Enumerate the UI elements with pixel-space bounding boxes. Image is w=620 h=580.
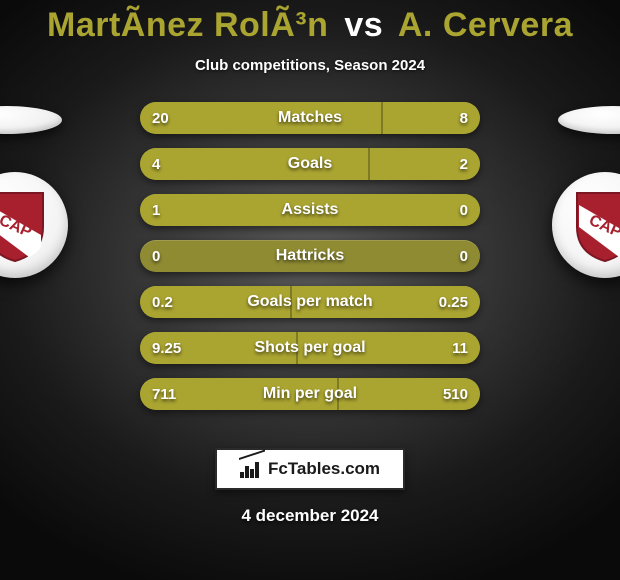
country-badge-right: [558, 106, 620, 134]
stat-row: Matches208: [140, 102, 480, 134]
stat-value-left: 0: [152, 240, 160, 272]
vs-label: vs: [338, 6, 389, 44]
stat-fill-right: [337, 378, 480, 410]
club-shield-icon: CAP: [0, 187, 47, 263]
stat-fill-left: [140, 378, 337, 410]
stat-row: Hattricks0 0: [140, 240, 480, 272]
stat-fill-left: [140, 194, 480, 226]
player1-name: MartÃ­nez RolÃ³n: [47, 6, 328, 44]
stat-divider: [290, 286, 292, 318]
country-badge-left: [0, 106, 62, 134]
stat-divider: [381, 102, 383, 134]
stat-bars: Matches208 Goals42 Assists10 Hattricks0 0 Goa…: [140, 102, 480, 410]
stat-fill-left: [140, 148, 368, 180]
club-shield-icon: CAP: [573, 187, 620, 263]
club-badge-right: CAP: [552, 172, 620, 278]
subtitle: Club competitions, Season 2024: [0, 57, 620, 74]
stat-fill-right: [290, 286, 480, 318]
stat-fill-right: [368, 148, 480, 180]
stat-divider: [296, 332, 298, 364]
stat-fill-right: [296, 332, 480, 364]
stat-fill-right: [381, 102, 480, 134]
brand-chart-icon: [240, 460, 262, 478]
stat-row: Goals per match0.20.25: [140, 286, 480, 318]
stat-label: Hattricks: [140, 240, 480, 272]
content-root: { "title": { "player1": "MartÃ­nez RolÃ³…: [0, 0, 620, 580]
player2-name: A. Cervera: [398, 6, 573, 44]
stat-row: Goals42: [140, 148, 480, 180]
stat-fill-left: [140, 102, 381, 134]
stat-divider: [368, 148, 370, 180]
brand-text: FcTables.com: [268, 459, 380, 479]
brand-badge: FcTables.com: [215, 448, 405, 490]
comparison-arena: CAP CAP Matches208 Goals42 Assists10 Hattri…: [0, 102, 620, 422]
stat-divider: [337, 378, 339, 410]
stat-fill-left: [140, 286, 290, 318]
stat-row: Min per goal711510: [140, 378, 480, 410]
club-badge-left: CAP: [0, 172, 68, 278]
stat-value-right: 0: [460, 240, 468, 272]
date-label: 4 december 2024: [0, 506, 620, 526]
stat-fill-left: [140, 332, 296, 364]
stat-row: Shots per goal9.2511: [140, 332, 480, 364]
page-title: MartÃ­nez RolÃ³n vs A. Cervera: [0, 0, 620, 45]
stat-row: Assists10: [140, 194, 480, 226]
